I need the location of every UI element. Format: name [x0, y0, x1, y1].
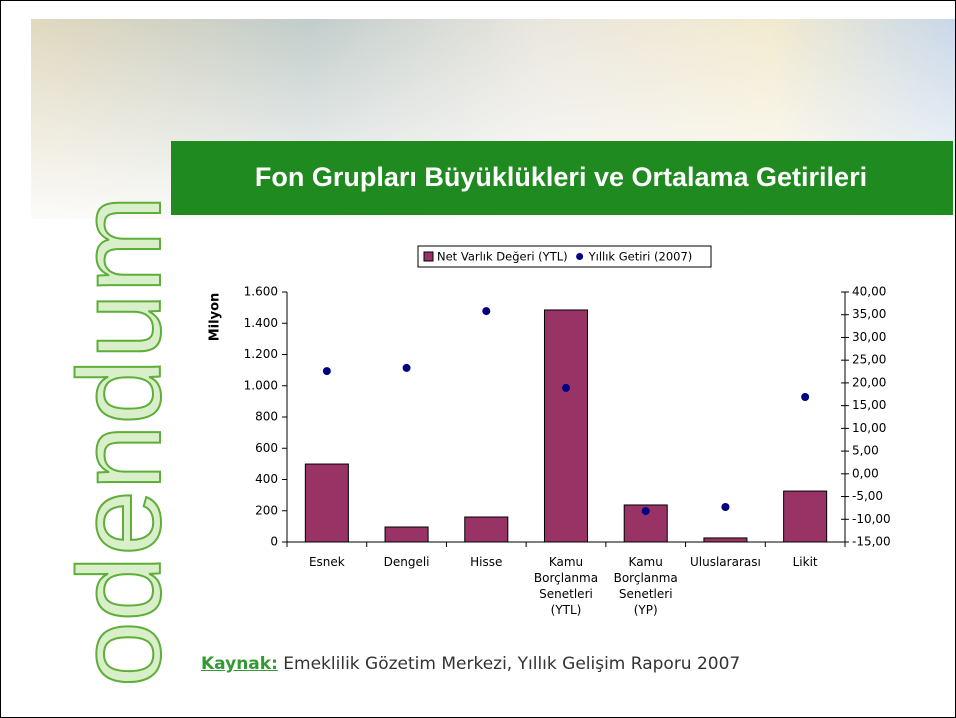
legend-swatch [576, 253, 584, 260]
y2-tick-label: 40,00 [852, 285, 886, 299]
point [402, 363, 411, 372]
source-label: Kaynak: [201, 654, 278, 674]
y2-tick-label: 15,00 [852, 398, 886, 412]
y2-tick-label: 5,00 [852, 444, 879, 458]
point [562, 383, 570, 392]
bar [703, 537, 748, 543]
x-tick-label: Kamu Borçlanma Senetleri (YTL) [533, 555, 599, 617]
x-tick-label: Likit [792, 555, 818, 569]
y-tick-label: 600 [255, 441, 278, 455]
point [801, 393, 810, 401]
y-tick-label: 1.200 [244, 347, 278, 361]
y2-tick-label: -5,00 [852, 489, 883, 503]
legend-swatch [423, 251, 434, 262]
x-tick-label: Uluslararası [690, 555, 761, 569]
y-tick-label: 800 [255, 410, 278, 424]
y-axis-label: Milyon [208, 293, 223, 342]
slide-title: Fon Grupları Büyüklükleri ve Ortalama Ge… [255, 162, 867, 192]
brand-logo: odendum [54, 195, 186, 687]
point [641, 507, 650, 516]
x-tick-label: Kamu Borçlanma Senetleri (YP) [613, 555, 678, 617]
y-tick-label: 200 [255, 503, 278, 517]
legend-box [417, 245, 712, 268]
y-tick-label: 0 [270, 535, 278, 549]
y2-tick-label: 35,00 [852, 307, 886, 321]
source: Kaynak: Emeklilik Gözetim Merkezi, Yıllı… [201, 654, 740, 674]
y2-tick-label: -10,00 [852, 512, 891, 526]
title-banner [171, 141, 953, 215]
y-tick-label: 1.000 [244, 378, 278, 392]
y2-tick-label: 30,00 [852, 330, 886, 344]
y-tick-label: 1.600 [244, 285, 278, 299]
point [482, 307, 491, 316]
y2-tick-label: 0,00 [852, 466, 879, 480]
x-tick-label: Esnek [308, 555, 345, 569]
y2-tick-label: 10,00 [852, 421, 886, 435]
bar [384, 526, 429, 543]
bar [464, 516, 509, 543]
point [322, 367, 331, 376]
x-tick-label: Hisse [470, 555, 503, 569]
source-text: Emeklilik Gözetim Merkezi, Yıllık Gelişi… [283, 654, 741, 674]
point [721, 503, 730, 511]
y2-tick-label: -15,00 [852, 535, 891, 549]
legend-label: Net Varlık Değeri (YTL) [437, 250, 568, 264]
bar [543, 309, 589, 543]
x-tick-label: Dengeli [383, 555, 430, 569]
legend-label: Yıllık Getiri (2007) [588, 250, 693, 264]
bar [304, 463, 349, 543]
y-tick-label: 1.400 [244, 316, 278, 330]
y-tick-label: 400 [255, 472, 278, 486]
bar [783, 490, 828, 543]
y2-tick-label: 25,00 [852, 353, 886, 367]
y2-tick-label: 20,00 [852, 375, 886, 389]
